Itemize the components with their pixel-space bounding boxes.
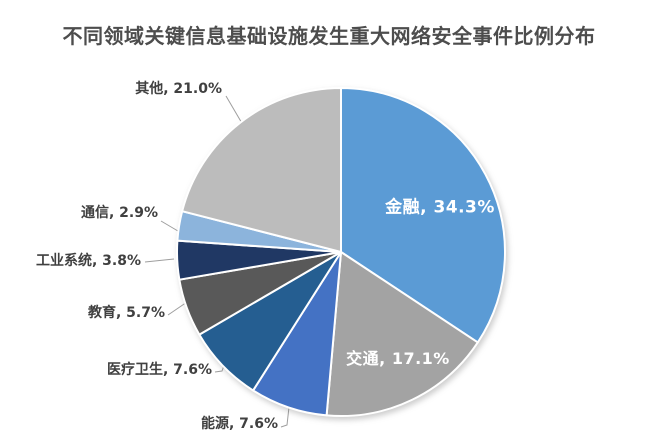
pie-leader-industrial-systems bbox=[144, 258, 175, 263]
leader-lines bbox=[144, 95, 290, 428]
chart-title: 不同领域关键信息基础设施发生重大网络安全事件比例分布 bbox=[62, 24, 596, 48]
pie-slice-transport bbox=[325, 251, 479, 417]
pie-slices bbox=[176, 87, 506, 417]
pie-slice-other bbox=[181, 87, 342, 253]
pie-leader-other bbox=[225, 95, 244, 126]
pie-leader-energy bbox=[280, 406, 290, 428]
